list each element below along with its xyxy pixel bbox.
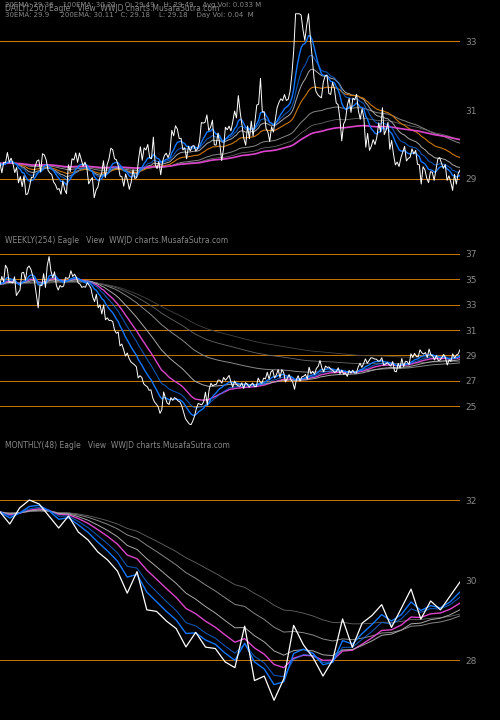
Text: WEEKLY(254) Eagle   View  WWJD charts.MusafaSutra.com: WEEKLY(254) Eagle View WWJD charts.Musaf… <box>4 236 228 245</box>
Text: 20EMA: 29.36    100EMA: 30.22    O: 29.49    H: 29.49    Avg Vol: 0.033 M: 20EMA: 29.36 100EMA: 30.22 O: 29.49 H: 2… <box>5 2 261 8</box>
Text: DAILY(250) Eagle   View  WWJD charts.MusafaSutra.com: DAILY(250) Eagle View WWJD charts.Musafa… <box>4 4 219 14</box>
Text: 30EMA: 29.9     200EMA: 30.11   C: 29.18    L: 29.18    Day Vol: 0.04  M: 30EMA: 29.9 200EMA: 30.11 C: 29.18 L: 29… <box>5 12 254 18</box>
Text: MONTHLY(48) Eagle   View  WWJD charts.MusafaSutra.com: MONTHLY(48) Eagle View WWJD charts.Musaf… <box>4 441 230 451</box>
